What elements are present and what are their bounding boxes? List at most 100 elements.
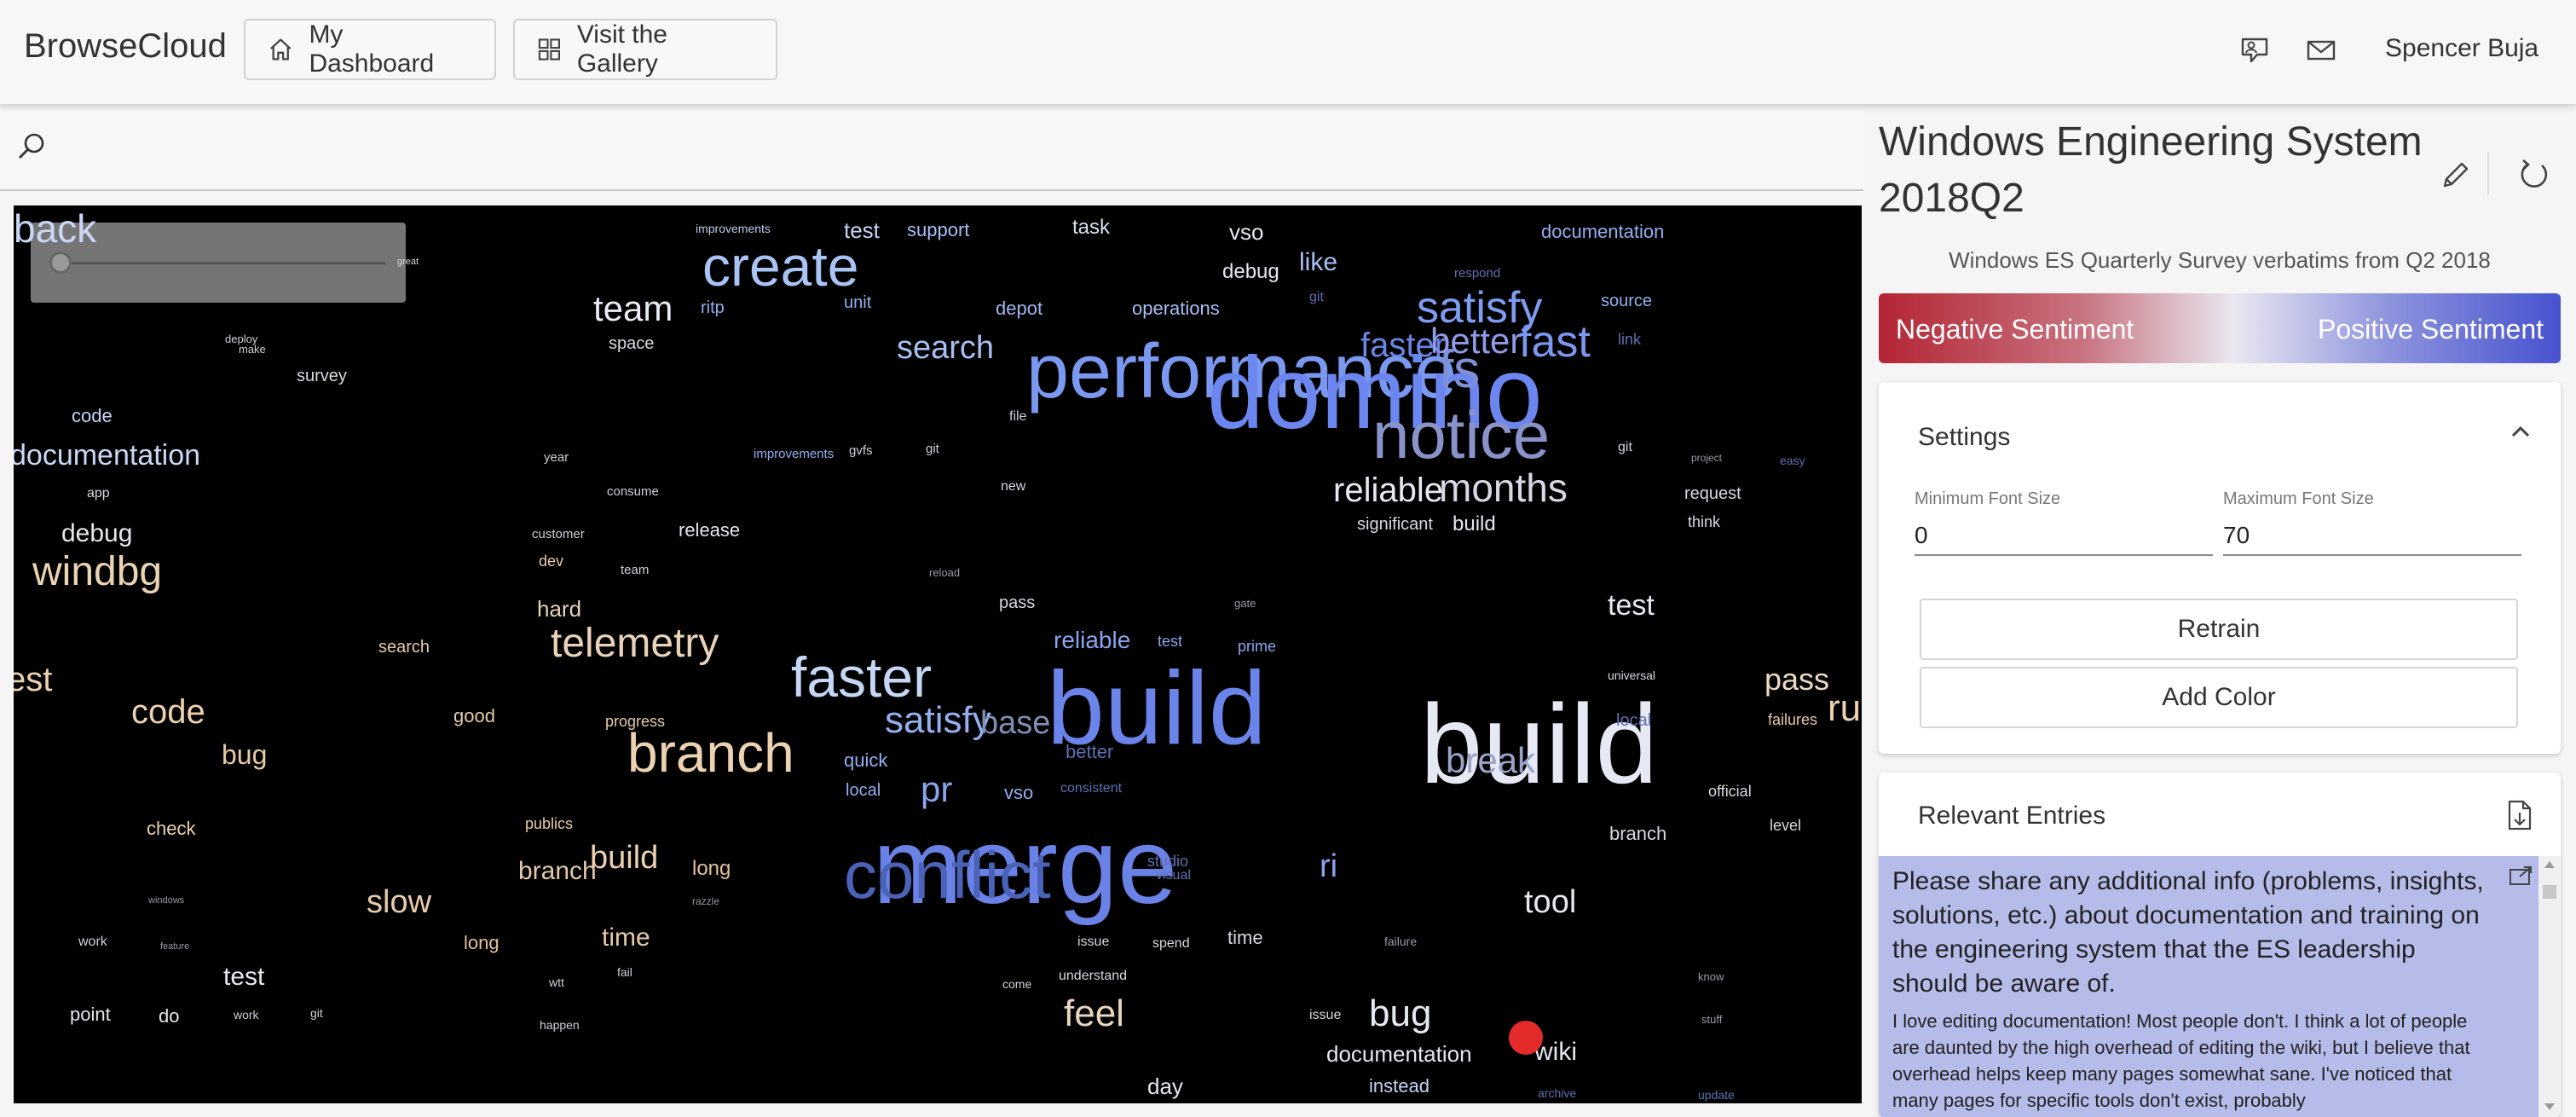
cloud-word[interactable]: test [844,217,880,243]
cloud-word[interactable]: file [1009,409,1027,424]
cloud-word[interactable]: build [1420,681,1658,807]
cloud-word[interactable]: merge [873,806,1178,926]
time-slider-track[interactable] [61,262,385,264]
cloud-word[interactable]: point [70,1004,111,1025]
cloud-word[interactable]: issue [1077,935,1110,949]
cloud-word[interactable]: come [1002,977,1032,991]
cloud-word[interactable]: ri [1320,848,1338,884]
cloud-word[interactable]: work [234,1008,259,1022]
pencil-icon[interactable] [2438,159,2472,193]
cloud-word[interactable]: task [1072,216,1111,239]
cloud-word[interactable]: request [1684,484,1741,503]
cloud-word[interactable]: release [679,519,741,541]
cloud-word[interactable]: build [1047,650,1267,766]
cloud-word[interactable]: documentation [1326,1041,1472,1067]
retrain-button[interactable]: Retrain [1920,599,2518,660]
add-color-button[interactable]: Add Color [1920,667,2518,728]
cloud-word[interactable]: bug [1369,993,1432,1034]
cloud-word[interactable]: git [1618,440,1632,454]
cloud-word[interactable]: search [897,330,995,366]
cloud-word[interactable]: issue [1309,1008,1342,1022]
cloud-word[interactable]: windbg [32,549,163,594]
cloud-word[interactable]: wtt [549,975,564,989]
cloud-word[interactable]: telemetry [551,621,719,666]
cloud-word[interactable]: branch [518,857,597,885]
cloud-word[interactable]: official [1708,783,1752,800]
cloud-word[interactable]: local [1616,711,1652,730]
cloud-word[interactable]: documentation [1541,221,1665,242]
app-title[interactable]: BrowseCloud [24,27,227,65]
cloud-word[interactable]: pass [999,593,1036,612]
search-input[interactable] [60,128,1836,172]
cloud-word[interactable]: better [1430,321,1522,361]
cloud-word[interactable]: build [590,840,659,876]
my-dashboard-button[interactable]: My Dashboard [244,19,496,80]
cloud-word[interactable]: time [602,923,650,952]
search-icon[interactable] [15,130,49,164]
cloud-word[interactable]: base [980,705,1051,741]
back-label[interactable]: back [14,206,97,251]
cloud-word[interactable]: year [544,450,569,465]
visit-gallery-button[interactable]: Visit the Gallery [513,19,777,80]
cloud-word[interactable]: pass [1765,662,1830,697]
cloud-word[interactable]: gvfs [849,443,873,458]
cloud-word[interactable]: do [159,1005,180,1027]
cloud-word[interactable]: debug [61,519,133,547]
cloud-word[interactable]: studio [1147,853,1189,870]
cloud-word[interactable]: improvements [696,222,771,235]
export-document-icon[interactable] [2504,798,2535,832]
cloud-word[interactable]: archive [1538,1086,1577,1100]
cloud-word[interactable]: link [1618,331,1642,348]
cloud-word[interactable]: debug [1222,260,1279,283]
cloud-word[interactable]: code [72,405,113,426]
cloud-word[interactable]: fail [617,965,632,979]
cloud-word[interactable]: happen [540,1018,580,1032]
cloud-word[interactable]: team [593,288,673,328]
cloud-word[interactable]: reliable [1333,472,1443,509]
cloud-word[interactable]: documentation [14,439,201,472]
cloud-word[interactable]: notice [1372,397,1551,472]
cloud-word[interactable]: test [223,963,265,991]
cloud-word[interactable]: unit [844,293,872,312]
cloud-word[interactable]: check [147,818,196,839]
cloud-word[interactable]: space [609,334,655,353]
cloud-word[interactable]: pr [921,769,953,809]
cloud-word[interactable]: understand [1059,969,1128,983]
cloud-word[interactable]: git [926,442,939,456]
cloud-word[interactable]: know [1698,970,1724,983]
cloud-word[interactable]: ru [1828,687,1862,729]
cloud-word[interactable]: branch [627,722,794,784]
cloud-word[interactable]: respond [1454,266,1501,281]
cloud-word[interactable]: new [1001,479,1026,494]
cloud-word[interactable]: project [1691,452,1723,464]
cloud-word[interactable]: test [1158,633,1183,650]
cloud-word[interactable]: break [1446,740,1536,780]
cloud-word[interactable]: consume [607,484,659,499]
cloud-word[interactable]: publics [525,815,574,832]
word-cloud[interactable]: improvements create performance domino n… [14,205,1862,1103]
cloud-word[interactable]: faster [1360,327,1447,364]
cloud-word[interactable]: stuff [1701,1013,1723,1026]
cloud-word[interactable]: est [14,661,53,698]
cloud-word[interactable]: code [131,693,205,731]
cloud-word[interactable]: failures [1768,711,1818,728]
cloud-word[interactable]: think [1688,513,1721,530]
scroll-up-arrow-icon[interactable] [2544,861,2555,868]
cloud-word[interactable]: dev [539,553,564,570]
cloud-word[interactable]: bug [222,739,268,770]
cloud-word[interactable]: search [378,638,430,657]
cloud-word[interactable]: prime [1238,638,1277,655]
cloud-word[interactable]: months [1439,466,1568,510]
scroll-down-arrow-icon[interactable] [2544,1103,2555,1110]
cloud-word[interactable]: local [846,781,881,800]
cloud-word[interactable]: vso [1004,782,1034,803]
cloud-word[interactable]: progress [605,713,666,730]
cloud-word[interactable]: feel [1064,993,1124,1034]
cloud-word[interactable]: spend [1152,936,1190,951]
refresh-icon[interactable] [2516,157,2552,193]
cloud-word[interactable]: performance [1026,329,1458,414]
cloud-word[interactable]: improvements [754,447,835,461]
cloud-word[interactable]: razzle [692,895,720,907]
cloud-word[interactable]: operations [1132,298,1220,319]
cloud-word[interactable]: consistent [1060,781,1123,796]
